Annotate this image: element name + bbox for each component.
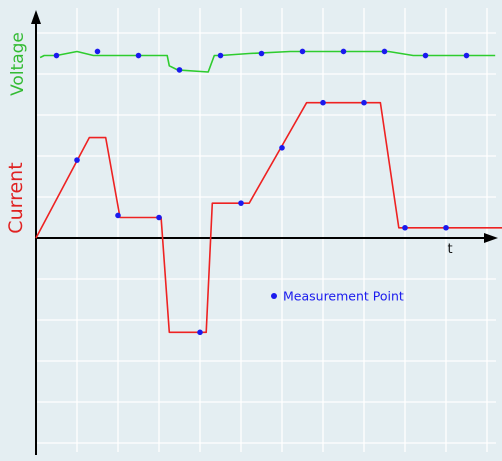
measurement-point-voltage	[94, 48, 101, 55]
measurement-point-current	[197, 329, 203, 336]
measurement-point-voltage	[53, 52, 60, 59]
y-axis-arrow	[31, 10, 41, 24]
measurement-point-voltage	[217, 52, 224, 59]
measurement-point-voltage	[176, 67, 183, 73]
measurement-point-current	[238, 200, 244, 206]
measurement-point-voltage	[340, 48, 347, 55]
series-line-current	[35, 101, 502, 334]
time-axis-label: t	[447, 242, 452, 257]
measurement-point-voltage	[258, 50, 265, 57]
legend: Measurement Point	[271, 289, 404, 304]
measurement-point-voltage	[381, 48, 388, 55]
measurement-point-current	[361, 99, 367, 106]
measurement-point-voltage	[299, 48, 306, 55]
measurement-point-current	[279, 145, 285, 151]
measurement-point-current	[156, 214, 162, 221]
measurement-point-current	[74, 157, 80, 163]
measurement-point-voltage	[135, 52, 142, 59]
measurement-point-current	[443, 224, 449, 231]
x-axis-arrow	[484, 233, 498, 243]
legend-marker	[271, 293, 277, 299]
voltage-axis-label: Voltage	[8, 32, 28, 96]
axes	[31, 10, 498, 455]
measurement-point-current	[320, 99, 326, 106]
measurement-point-voltage	[463, 52, 470, 59]
measurement-point-current	[115, 212, 121, 219]
measurement-point-current	[402, 224, 408, 231]
current-axis-label: Current	[5, 162, 27, 233]
measurement-points	[53, 48, 470, 336]
measurement-point-voltage	[422, 52, 429, 59]
grid	[36, 8, 496, 452]
series-lines	[35, 50, 502, 334]
legend-label: Measurement Point	[283, 289, 404, 304]
